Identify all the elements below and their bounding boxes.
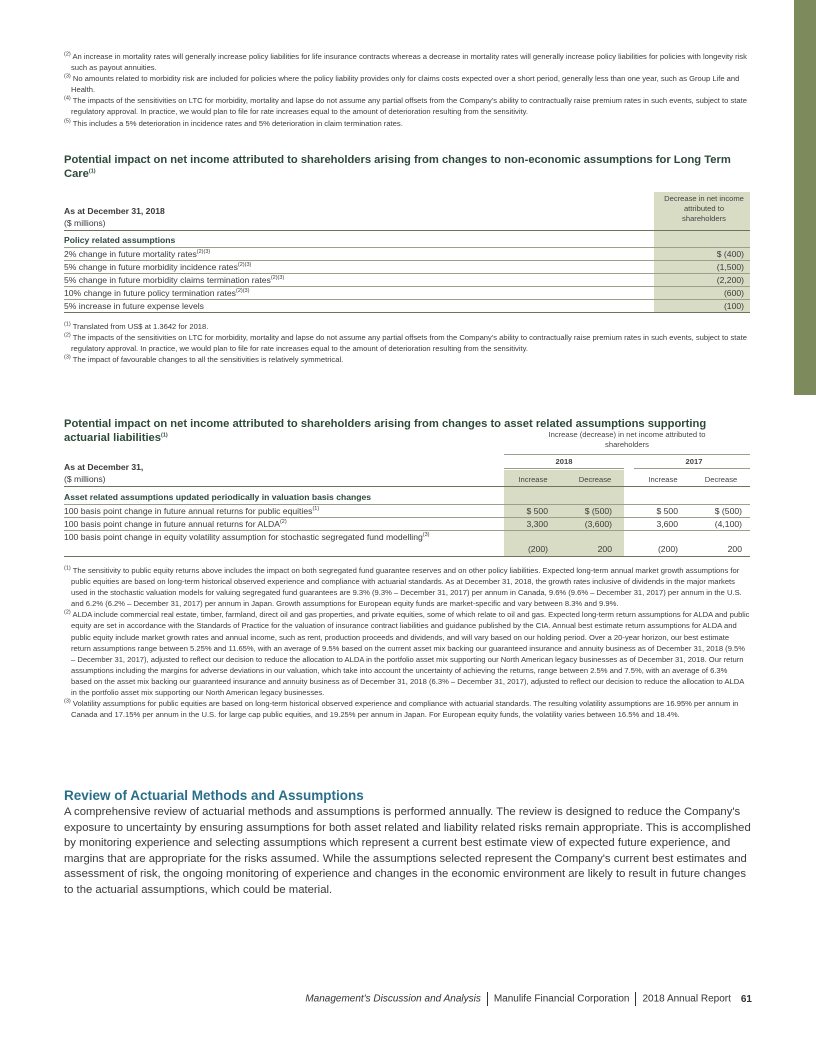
footnote: (1) The sensitivity to public equity ret… bbox=[64, 565, 742, 609]
table-header-units: ($ millions) bbox=[64, 474, 106, 484]
footnote: (3) Volatility assumptions for public eq… bbox=[64, 698, 739, 720]
sidebar-color-tab bbox=[794, 0, 816, 395]
footnote: (2) ALDA include commercial real estate,… bbox=[64, 609, 750, 698]
divider bbox=[64, 286, 750, 287]
divider bbox=[64, 556, 750, 557]
review-body: A comprehensive review of actuarial meth… bbox=[64, 806, 751, 896]
divider bbox=[64, 273, 750, 274]
top-footnotes: (2) An increase in mortality rates will … bbox=[64, 51, 750, 129]
divider bbox=[504, 454, 750, 455]
footnote: (5) This includes a 5% deterioration in … bbox=[64, 118, 403, 128]
divider bbox=[504, 468, 624, 469]
divider bbox=[64, 247, 750, 248]
column-group-header: Increase (decrease) in net income attrib… bbox=[548, 430, 706, 449]
divider bbox=[64, 230, 750, 231]
footer-report: 2018 Annual Report bbox=[642, 993, 731, 1005]
table-row: 5% change in future morbidity incidence … bbox=[64, 262, 744, 272]
divider bbox=[64, 299, 750, 300]
table-header-date: As at December 31, bbox=[64, 462, 144, 472]
column-decrease: Decrease bbox=[578, 475, 612, 484]
divider bbox=[64, 486, 750, 487]
footnote: (2) An increase in mortality rates will … bbox=[64, 51, 747, 73]
column-increase: Increase bbox=[648, 475, 678, 484]
ltc-table-title: Potential impact on net income attribute… bbox=[64, 154, 731, 180]
footnote: (1) Translated from US$ at 1.3642 for 20… bbox=[64, 321, 209, 331]
page-footer: Management's Discussion and Analysis Manu… bbox=[0, 992, 752, 1006]
table-header-date: As at December 31, 2018 bbox=[64, 206, 165, 216]
table-row: 100 basis point change in equity volatil… bbox=[64, 532, 742, 554]
footnote: (2) The impacts of the sensitivities on … bbox=[64, 332, 747, 354]
asset-table: Increase (decrease) in net income attrib… bbox=[64, 428, 750, 558]
asset-table-title: Potential impact on net income attribute… bbox=[64, 418, 707, 444]
footnote: (3) No amounts related to morbidity risk… bbox=[64, 73, 740, 95]
ltc-table: Decrease in net income attributed to sha… bbox=[64, 192, 750, 314]
column-increase: Increase bbox=[518, 475, 548, 484]
table-row: 10% change in future policy termination … bbox=[64, 288, 744, 298]
column-shade bbox=[654, 192, 750, 312]
review-section-title: Review of Actuarial Methods and Assumpti… bbox=[64, 788, 364, 803]
table-row: 5% increase in future expense levels (10… bbox=[64, 301, 744, 311]
table-row: 100 basis point change in future annual … bbox=[64, 506, 742, 516]
footer-company: Manulife Financial Corporation bbox=[493, 993, 630, 1005]
divider bbox=[64, 530, 750, 531]
divider bbox=[634, 468, 750, 469]
footnote: (4) The impacts of the sensitivities on … bbox=[64, 95, 747, 117]
footer-separator bbox=[635, 992, 637, 1006]
footnote: (3) The impact of favourable changes to … bbox=[64, 354, 344, 365]
footer-separator bbox=[486, 992, 488, 1006]
table-row: 2% change in future mortality rates(2)(3… bbox=[64, 249, 744, 259]
table-group-label: Policy related assumptions bbox=[64, 235, 176, 245]
column-year-2018: 2018 bbox=[555, 457, 573, 466]
page-number: 61 bbox=[740, 993, 752, 1005]
divider bbox=[64, 517, 750, 518]
column-year-2017: 2017 bbox=[685, 457, 703, 466]
table-header-units: ($ millions) bbox=[64, 218, 106, 228]
table-row: 5% change in future morbidity claims ter… bbox=[64, 275, 744, 285]
footer-section: Management's Discussion and Analysis bbox=[305, 993, 481, 1005]
asset-footnotes: (1) The sensitivity to public equity ret… bbox=[64, 565, 750, 720]
column-header: Decrease in net income attributed to sha… bbox=[664, 194, 744, 223]
table-row: 100 basis point change in future annual … bbox=[64, 519, 742, 529]
ltc-footnotes: (1) Translated from US$ at 1.3642 for 20… bbox=[64, 321, 750, 365]
column-shade bbox=[504, 470, 624, 556]
table-group-label: Asset related assumptions updated period… bbox=[64, 492, 372, 502]
column-decrease: Decrease bbox=[704, 475, 738, 484]
divider bbox=[64, 312, 750, 313]
divider bbox=[64, 260, 750, 261]
divider bbox=[64, 504, 750, 505]
